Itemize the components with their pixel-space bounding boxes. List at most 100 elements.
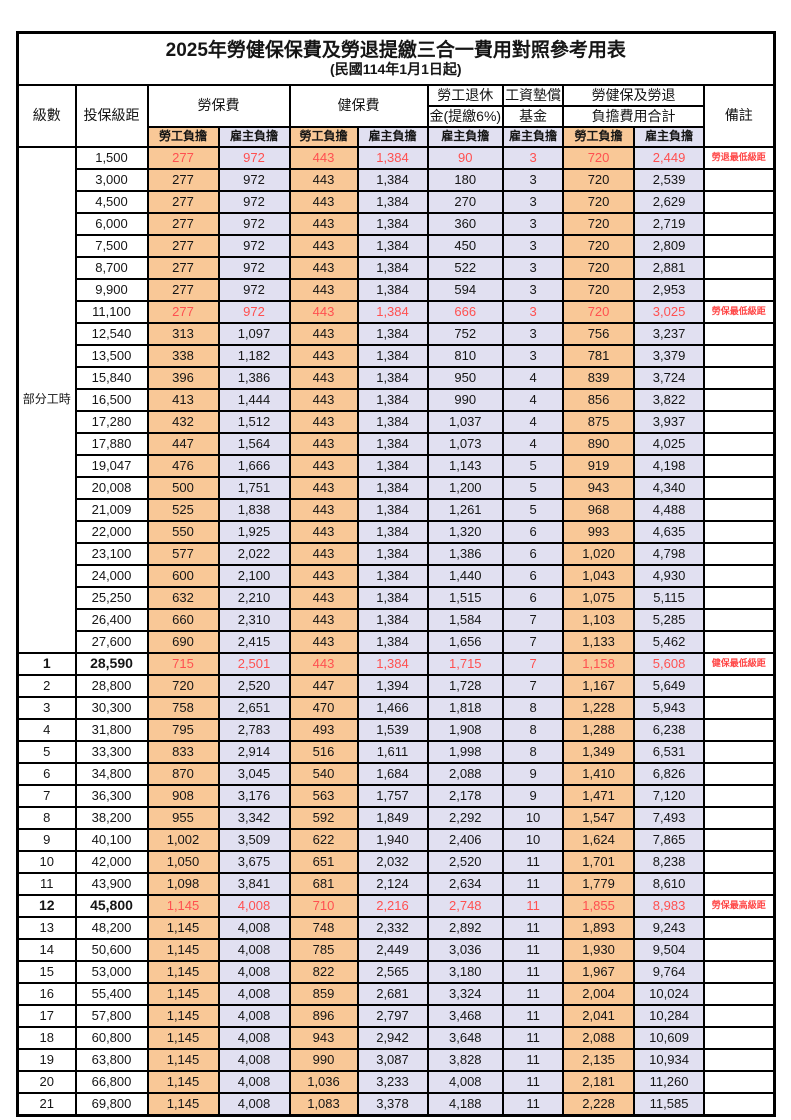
pension-employer-cell: 522: [426, 256, 505, 280]
table-row: 5 33,300 833 2,914 516 1,611 1,998 8 1,349 6,531: [16, 740, 776, 764]
labor-employee-cell: 396: [146, 366, 220, 390]
remark-cell: [703, 740, 776, 764]
wage-fund-cell: 11: [502, 1026, 565, 1050]
labor-employee-cell: 277: [146, 256, 220, 280]
total-employer-cell: 4,930: [633, 564, 706, 588]
labor-employer-cell: 1,444: [217, 388, 291, 412]
health-employee-cell: 443: [288, 586, 359, 610]
health-employee-cell: 470: [288, 696, 359, 720]
pension-employer-cell: 3,648: [426, 1026, 505, 1050]
level-cell: 11: [16, 872, 77, 896]
pension-employer-cell: 950: [426, 366, 505, 390]
header-wage-fund-line2: 基金: [502, 105, 565, 128]
total-employee-cell: 1,228: [562, 696, 636, 720]
labor-employer-cell: 4,008: [217, 960, 291, 984]
labor-employee-cell: 338: [146, 344, 220, 368]
health-employee-cell: 443: [288, 344, 359, 368]
total-employer-cell: 8,238: [633, 850, 706, 874]
health-employee-cell: 443: [288, 564, 359, 588]
wage-fund-cell: 5: [502, 454, 565, 478]
bracket-cell: 19,047: [74, 454, 149, 478]
table-row: 7 36,300 908 3,176 563 1,757 2,178 9 1,471 7,120: [16, 784, 776, 808]
labor-employer-cell: 1,564: [217, 432, 291, 456]
total-employee-cell: 993: [562, 520, 636, 544]
remark-cell: [703, 630, 776, 654]
health-employee-cell: 443: [288, 542, 359, 566]
table-row: 18 60,800 1,145 4,008 943 2,942 3,648 11 2,088 10…: [16, 1026, 776, 1050]
health-employee-cell: 563: [288, 784, 359, 808]
total-employee-cell: 756: [562, 322, 636, 346]
total-employer-cell: 2,539: [633, 168, 706, 192]
level-cell: 16: [16, 982, 77, 1006]
total-employee-cell: 1,103: [562, 608, 636, 632]
group-label-cell: 部分工時: [16, 146, 77, 654]
bracket-cell: 28,590: [74, 652, 149, 676]
labor-employer-cell: 4,008: [217, 894, 291, 918]
table-row: 21 69,800 1,145 4,008 1,083 3,378 4,188 11 2,228…: [16, 1092, 776, 1116]
health-employee-cell: 540: [288, 762, 359, 786]
health-employee-cell: 516: [288, 740, 359, 764]
labor-employer-cell: 3,342: [217, 806, 291, 830]
table-row: 7,500 277 972 443 1,384 450 3 720 2,809: [18, 234, 776, 258]
health-employee-cell: 990: [288, 1048, 359, 1072]
labor-employer-cell: 4,008: [217, 916, 291, 940]
table-body: 部分工時 1,500 277 972 443 1,384 90 3 720 2,449 勞退最低級距…: [16, 146, 776, 1116]
labor-employee-cell: 715: [146, 652, 220, 676]
wage-fund-cell: 10: [502, 806, 565, 830]
total-employee-cell: 919: [562, 454, 636, 478]
labor-employee-cell: 690: [146, 630, 220, 654]
table-row: 17,880 447 1,564 443 1,384 1,073 4 890 4,025: [18, 432, 776, 456]
labor-employee-cell: 313: [146, 322, 220, 346]
table-row: 13 48,200 1,145 4,008 748 2,332 2,892 11 1,893 9,…: [16, 916, 776, 940]
labor-employee-cell: 660: [146, 608, 220, 632]
health-employer-cell: 3,378: [356, 1092, 429, 1116]
remark-cell: [703, 498, 776, 522]
pension-employer-cell: 270: [426, 190, 505, 214]
remark-cell: [703, 916, 776, 940]
remark-cell: [703, 586, 776, 610]
remark-cell: [703, 1092, 776, 1116]
total-employer-cell: 8,610: [633, 872, 706, 896]
total-employee-cell: 1,020: [562, 542, 636, 566]
total-employee-cell: 2,181: [562, 1070, 636, 1094]
pension-employer-cell: 2,292: [426, 806, 505, 830]
health-employee-cell: 748: [288, 916, 359, 940]
remark-cell: [703, 1070, 776, 1094]
wage-fund-cell: 9: [502, 784, 565, 808]
table-row: 16,500 413 1,444 443 1,384 990 4 856 3,822: [18, 388, 776, 412]
table-row: 13,500 338 1,182 443 1,384 810 3 781 3,379: [18, 344, 776, 368]
health-employer-cell: 1,611: [356, 740, 429, 764]
pension-employer-cell: 752: [426, 322, 505, 346]
level-cell: 13: [16, 916, 77, 940]
total-employee-cell: 1,547: [562, 806, 636, 830]
total-employee-cell: 720: [562, 256, 636, 280]
table-row: 2 28,800 720 2,520 447 1,394 1,728 7 1,167 5,649: [16, 674, 776, 698]
labor-employer-cell: 4,008: [217, 1070, 291, 1094]
header-total-line2: 負擔費用合計: [562, 105, 706, 128]
bracket-cell: 43,900: [74, 872, 149, 896]
table-row: 12,540 313 1,097 443 1,384 752 3 756 3,237: [18, 322, 776, 346]
total-employer-cell: 10,934: [633, 1048, 706, 1072]
labor-employee-cell: 720: [146, 674, 220, 698]
health-employer-cell: 1,384: [356, 454, 429, 478]
bracket-cell: 28,800: [74, 674, 149, 698]
total-employer-cell: 3,379: [633, 344, 706, 368]
labor-employee-cell: 1,145: [146, 916, 220, 940]
bracket-cell: 50,600: [74, 938, 149, 962]
pension-employer-cell: 3,324: [426, 982, 505, 1006]
bracket-cell: 33,300: [74, 740, 149, 764]
health-employer-cell: 1,384: [356, 256, 429, 280]
health-employee-cell: 1,083: [288, 1092, 359, 1116]
total-employee-cell: 1,967: [562, 960, 636, 984]
health-employer-cell: 3,233: [356, 1070, 429, 1094]
labor-employer-cell: 2,520: [217, 674, 291, 698]
labor-employer-cell: 4,008: [217, 1092, 291, 1116]
total-employer-cell: 6,826: [633, 762, 706, 786]
remark-cell: 勞退最低級距: [703, 146, 776, 170]
labor-employer-cell: 1,751: [217, 476, 291, 500]
wage-fund-cell: 4: [502, 388, 565, 412]
pension-employer-cell: 2,748: [426, 894, 505, 918]
total-employee-cell: 720: [562, 146, 636, 170]
bracket-cell: 34,800: [74, 762, 149, 786]
subheader-labor-employee: 勞工負擔: [146, 126, 220, 148]
